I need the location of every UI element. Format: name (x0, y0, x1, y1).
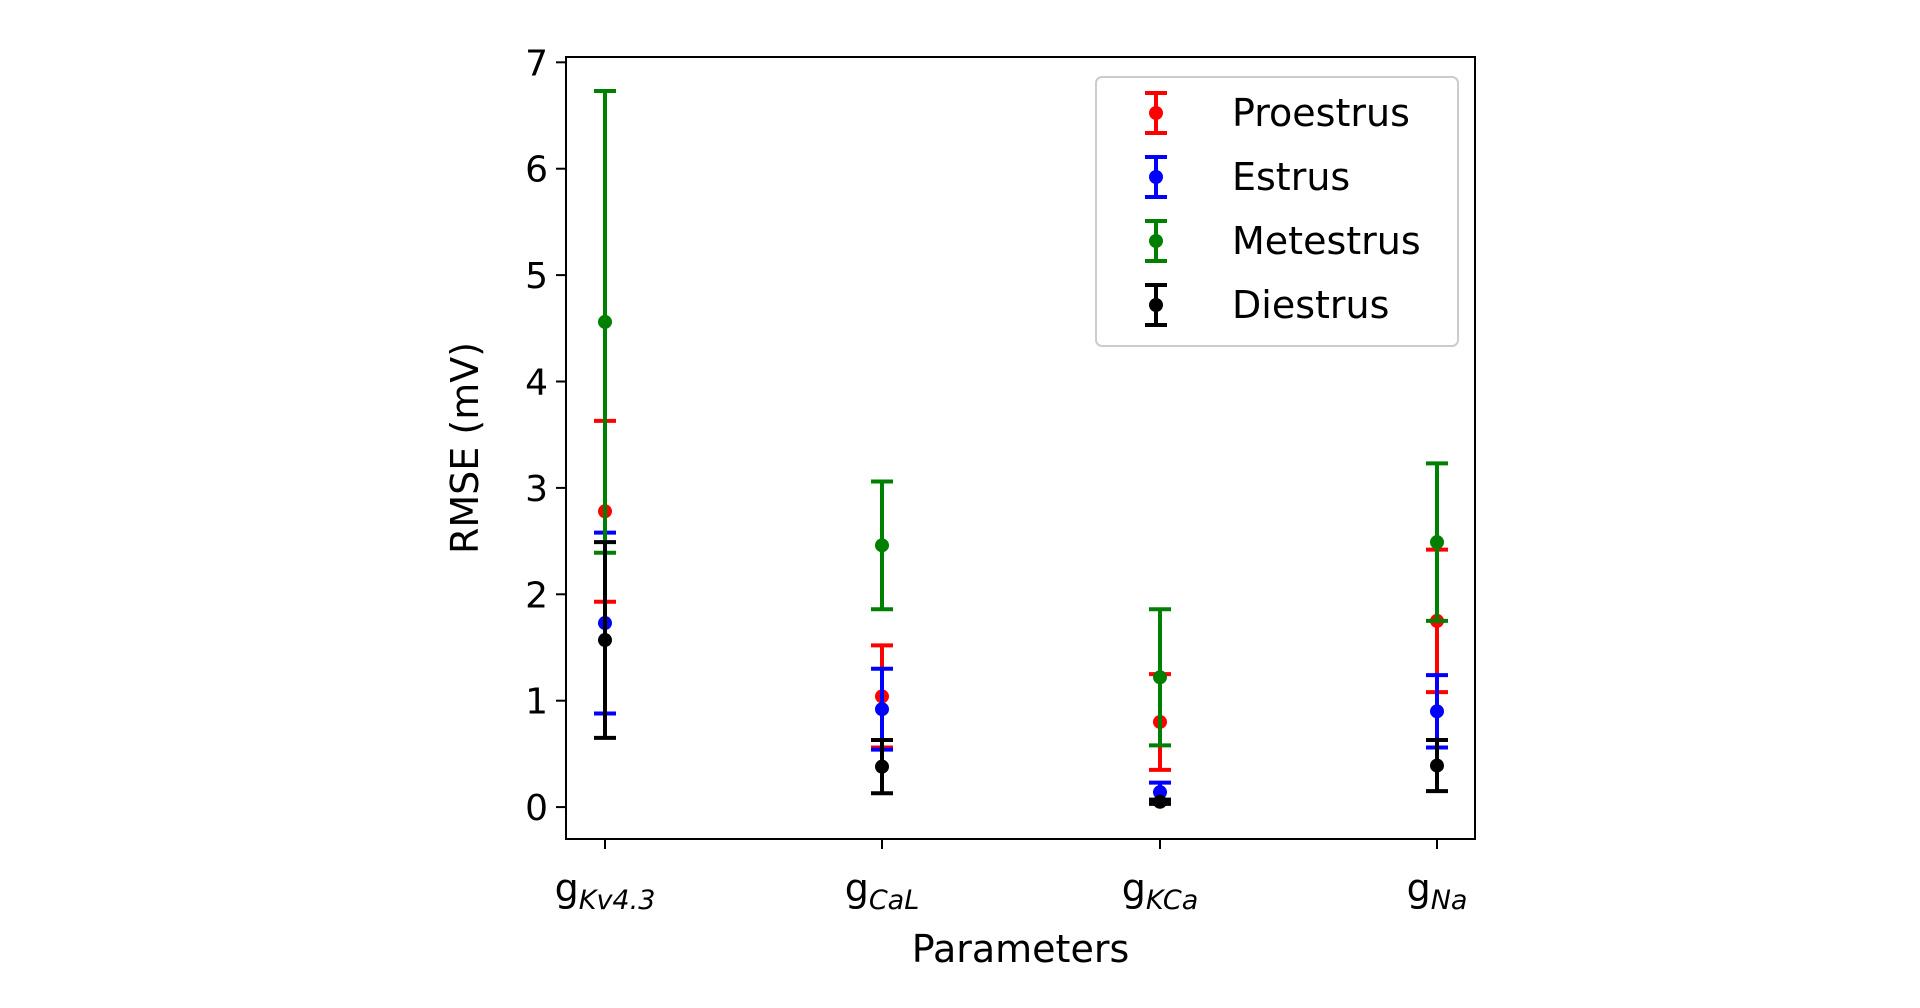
y-tick-label: 1 (525, 682, 548, 723)
y-tick-label: 5 (525, 256, 548, 297)
x-tick-label-main: g (1122, 866, 1146, 910)
x-tick-label: gKCa (1122, 866, 1199, 916)
x-tick-label-subscript: Kv4.3 (579, 885, 656, 916)
x-tick-label: gCaL (845, 866, 920, 916)
x-tick-label-subscript: CaL (869, 885, 919, 916)
legend-box (1095, 76, 1459, 347)
series-diestrus (594, 540, 1448, 809)
data-point (1430, 758, 1444, 773)
data-point (875, 538, 889, 553)
x-tick-label-main: g (845, 866, 869, 910)
legend-marker-dot (1149, 170, 1163, 184)
data-point (1430, 535, 1444, 550)
y-tick-label: 4 (525, 363, 548, 404)
data-point (598, 633, 612, 648)
x-tick-label-subscript: Na (1431, 885, 1468, 916)
legend: Proestrus Estrus Metestrus Diestrus (1095, 76, 1459, 347)
series-metestrus (594, 89, 1448, 748)
y-tick-label: 2 (525, 575, 548, 616)
data-point (875, 759, 889, 774)
x-tick-label-main: g (1407, 866, 1431, 910)
data-point (1430, 704, 1444, 719)
data-point (1153, 794, 1167, 809)
data-point (598, 314, 612, 329)
y-tick-label: 0 (525, 788, 548, 829)
y-tick-label: 6 (525, 150, 548, 191)
x-tick-label: gNa (1407, 866, 1468, 916)
data-point (875, 702, 889, 717)
legend-marker-dot (1149, 234, 1163, 248)
x-tick-label: gKv4.3 (555, 866, 656, 916)
x-axis-title: Parameters (912, 927, 1130, 971)
legend-label: Proestrus (1232, 91, 1410, 135)
data-point (1153, 670, 1167, 685)
legend-label: Diestrus (1232, 283, 1389, 327)
x-tick-label-main: g (555, 866, 579, 910)
legend-marker-dot (1149, 298, 1163, 312)
plot-frame (565, 56, 1476, 840)
y-tick-label: 7 (525, 43, 548, 84)
legend-label: Estrus (1232, 155, 1350, 199)
plot-area (594, 89, 1448, 809)
legend-marker-dot (1149, 106, 1163, 120)
legend-label: Metestrus (1232, 219, 1421, 263)
y-tick-label: 3 (525, 469, 548, 510)
data-point (1153, 785, 1167, 800)
x-tick-label-subscript: KCa (1146, 885, 1198, 916)
y-axis-title: RMSE (mV) (443, 342, 487, 554)
